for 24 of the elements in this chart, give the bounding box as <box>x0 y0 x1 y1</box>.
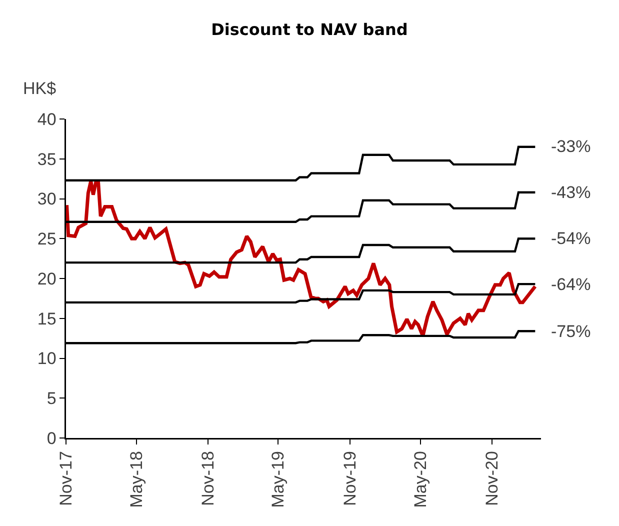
x-tick-label: Nov-20 <box>482 451 502 506</box>
x-tick-label: May-18 <box>126 451 146 508</box>
y-tick-label: 40 <box>37 110 56 129</box>
series-label: -75% <box>551 322 591 341</box>
series-label: -54% <box>551 229 591 248</box>
x-tick-label: Nov-17 <box>56 451 76 506</box>
y-tick-label: 10 <box>37 349 56 368</box>
y-tick-label: 30 <box>37 190 56 209</box>
x-tick-label: Nov-19 <box>340 451 360 506</box>
y-tick-label: 35 <box>37 150 56 169</box>
series-label: -64% <box>551 275 591 294</box>
y-tick-label: 25 <box>37 230 56 249</box>
series-label: -43% <box>551 183 591 202</box>
y-axis-title: HK$ <box>23 79 57 98</box>
x-tick-label: Nov-18 <box>198 451 218 506</box>
chart-title: Discount to NAV band <box>211 20 408 39</box>
x-tick-label: May-19 <box>268 451 288 508</box>
x-tick-label: May-20 <box>411 451 430 508</box>
y-tick-label: 5 <box>46 389 56 408</box>
series-label: -33% <box>551 137 591 156</box>
y-tick-label: 20 <box>37 269 56 288</box>
y-tick-label: 0 <box>46 428 56 448</box>
line-series <box>66 179 537 338</box>
y-tick-label: 15 <box>37 309 56 328</box>
